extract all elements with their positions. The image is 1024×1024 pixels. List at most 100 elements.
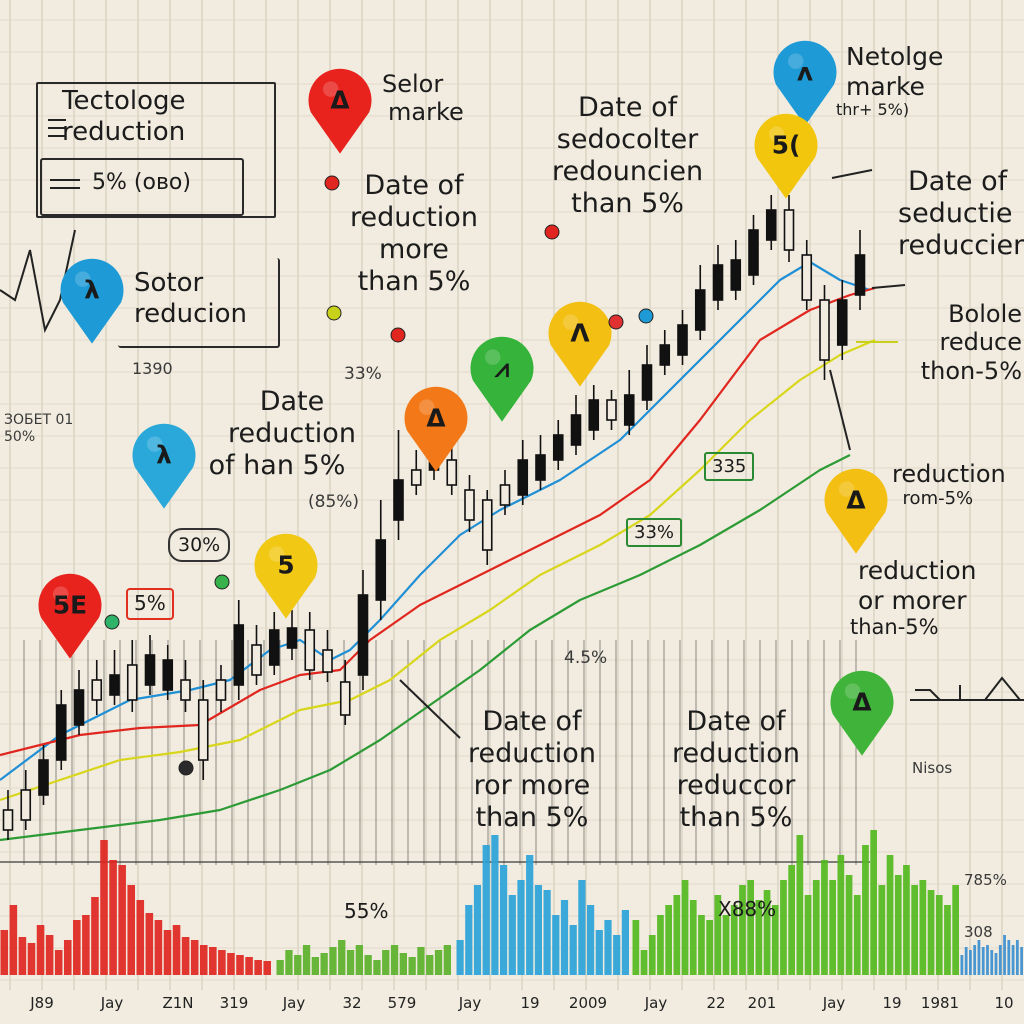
marker-label: 5 [277, 551, 294, 580]
candlesticks [2, 195, 866, 840]
volume-bar [91, 897, 99, 975]
candle-body [268, 629, 280, 666]
volume-bar [796, 835, 804, 975]
annotation-pct-335: 335 [704, 452, 755, 482]
volume-bar [399, 953, 407, 975]
annotation-line: reduccien [898, 229, 1024, 261]
candle-body [783, 209, 795, 251]
volume-bar [145, 913, 154, 975]
volume-bar [977, 940, 981, 975]
annotation-line: Date of [577, 92, 678, 123]
volume-bar [73, 920, 81, 975]
volume-bar [747, 880, 754, 975]
volume-bar [903, 865, 910, 975]
volume-bar [552, 915, 560, 975]
x-tick-label: 201 [748, 994, 777, 1012]
x-tick-label: 19 [520, 994, 539, 1012]
volume-bar [54, 950, 63, 975]
volume-bar [500, 865, 508, 975]
trend-line [0, 338, 876, 802]
volume-bar [870, 830, 877, 975]
candle-body [446, 459, 458, 486]
volume-bar [163, 930, 172, 975]
annotation-line: reduction [62, 116, 186, 147]
volume-bar [587, 905, 595, 975]
candle-body [730, 259, 742, 291]
volume-bar [706, 920, 713, 975]
annotation-line: 5% [134, 591, 166, 615]
volume-bar [127, 885, 135, 975]
candle-body [499, 484, 511, 506]
annotation-line: more [378, 233, 449, 265]
arrow-stroke [871, 284, 906, 289]
marker-label: Δ [852, 688, 872, 717]
x-tick-label: Jay [458, 994, 482, 1012]
marker-label: Δ [330, 86, 350, 115]
annotation-line: than 5% [679, 801, 793, 833]
volume-bar [426, 955, 434, 975]
volume-bar [845, 875, 853, 975]
annotation-date-rormore: Date of reduction ror more than 5% [468, 706, 596, 833]
volume-bar [780, 880, 787, 975]
marker-label: ᴧ [797, 58, 813, 87]
x-tick-label: 22 [706, 994, 725, 1012]
volume-bar [681, 880, 689, 975]
volume-bar [118, 865, 126, 975]
volume-bar [1020, 947, 1023, 975]
marker-highlight [484, 349, 501, 365]
volume-bar [998, 945, 1002, 975]
volume-bar [434, 950, 443, 975]
volume-bar [604, 920, 612, 975]
volume-bar [673, 895, 681, 975]
annotation-sotor: Sotor reducion [134, 268, 247, 329]
volume-bar [804, 895, 812, 975]
marker-label: λ [156, 441, 172, 470]
volume-bar [526, 855, 534, 975]
annotation-line: than-5% [850, 615, 939, 639]
volume-bar [560, 900, 569, 975]
volume-bar [27, 943, 36, 975]
annotation-line: thon-5% [920, 356, 1022, 385]
volume-bar [311, 957, 319, 975]
volume-bar [952, 885, 959, 975]
annotation-line: Date [259, 386, 325, 417]
volume-bar [1003, 935, 1006, 975]
marker-label: λ [84, 276, 100, 305]
annotation-line: Selor [382, 70, 444, 98]
volume-bar [829, 880, 836, 975]
volume-bar [1011, 945, 1015, 975]
annotation-pct-33b: 33% [626, 518, 683, 548]
candle-body [801, 254, 813, 301]
volume-bar [227, 953, 235, 975]
candle-body [588, 399, 600, 431]
x-axis-ticks: J89 Jay Z1N 319 Jay 32 579 Jay 19 2009 Jay 22 201 Jay… [29, 994, 1013, 1012]
marker-pin [548, 301, 612, 387]
annotation-line: Tectologe [62, 86, 186, 116]
volume-bar [862, 845, 869, 975]
annotation-line: 55% [344, 899, 389, 923]
volume-bar [263, 961, 271, 975]
volume-bar [276, 960, 284, 975]
volume-bar [285, 950, 293, 975]
annotation-pct-55: 55% [344, 899, 389, 924]
candle-body [357, 594, 369, 676]
volume-bar [346, 950, 355, 975]
candle-body [659, 344, 671, 366]
volume-bars [0, 830, 1023, 975]
volume-bar [595, 930, 603, 975]
volume-bar [543, 890, 551, 975]
volume-bar [465, 905, 473, 975]
volume-bar [320, 953, 328, 975]
volume-bar [771, 905, 779, 975]
volume-bar [364, 955, 372, 975]
annotation-line: 785% [964, 871, 1007, 889]
candle-body [215, 679, 227, 701]
x-tick-label: J89 [29, 994, 54, 1012]
candle-body [126, 664, 138, 701]
candle-body [304, 629, 316, 671]
trend-line [0, 454, 851, 842]
volume-bar [473, 885, 482, 975]
candle-body [623, 394, 635, 426]
x-tick-label: 1981 [921, 994, 959, 1012]
volume-bar [302, 945, 311, 975]
